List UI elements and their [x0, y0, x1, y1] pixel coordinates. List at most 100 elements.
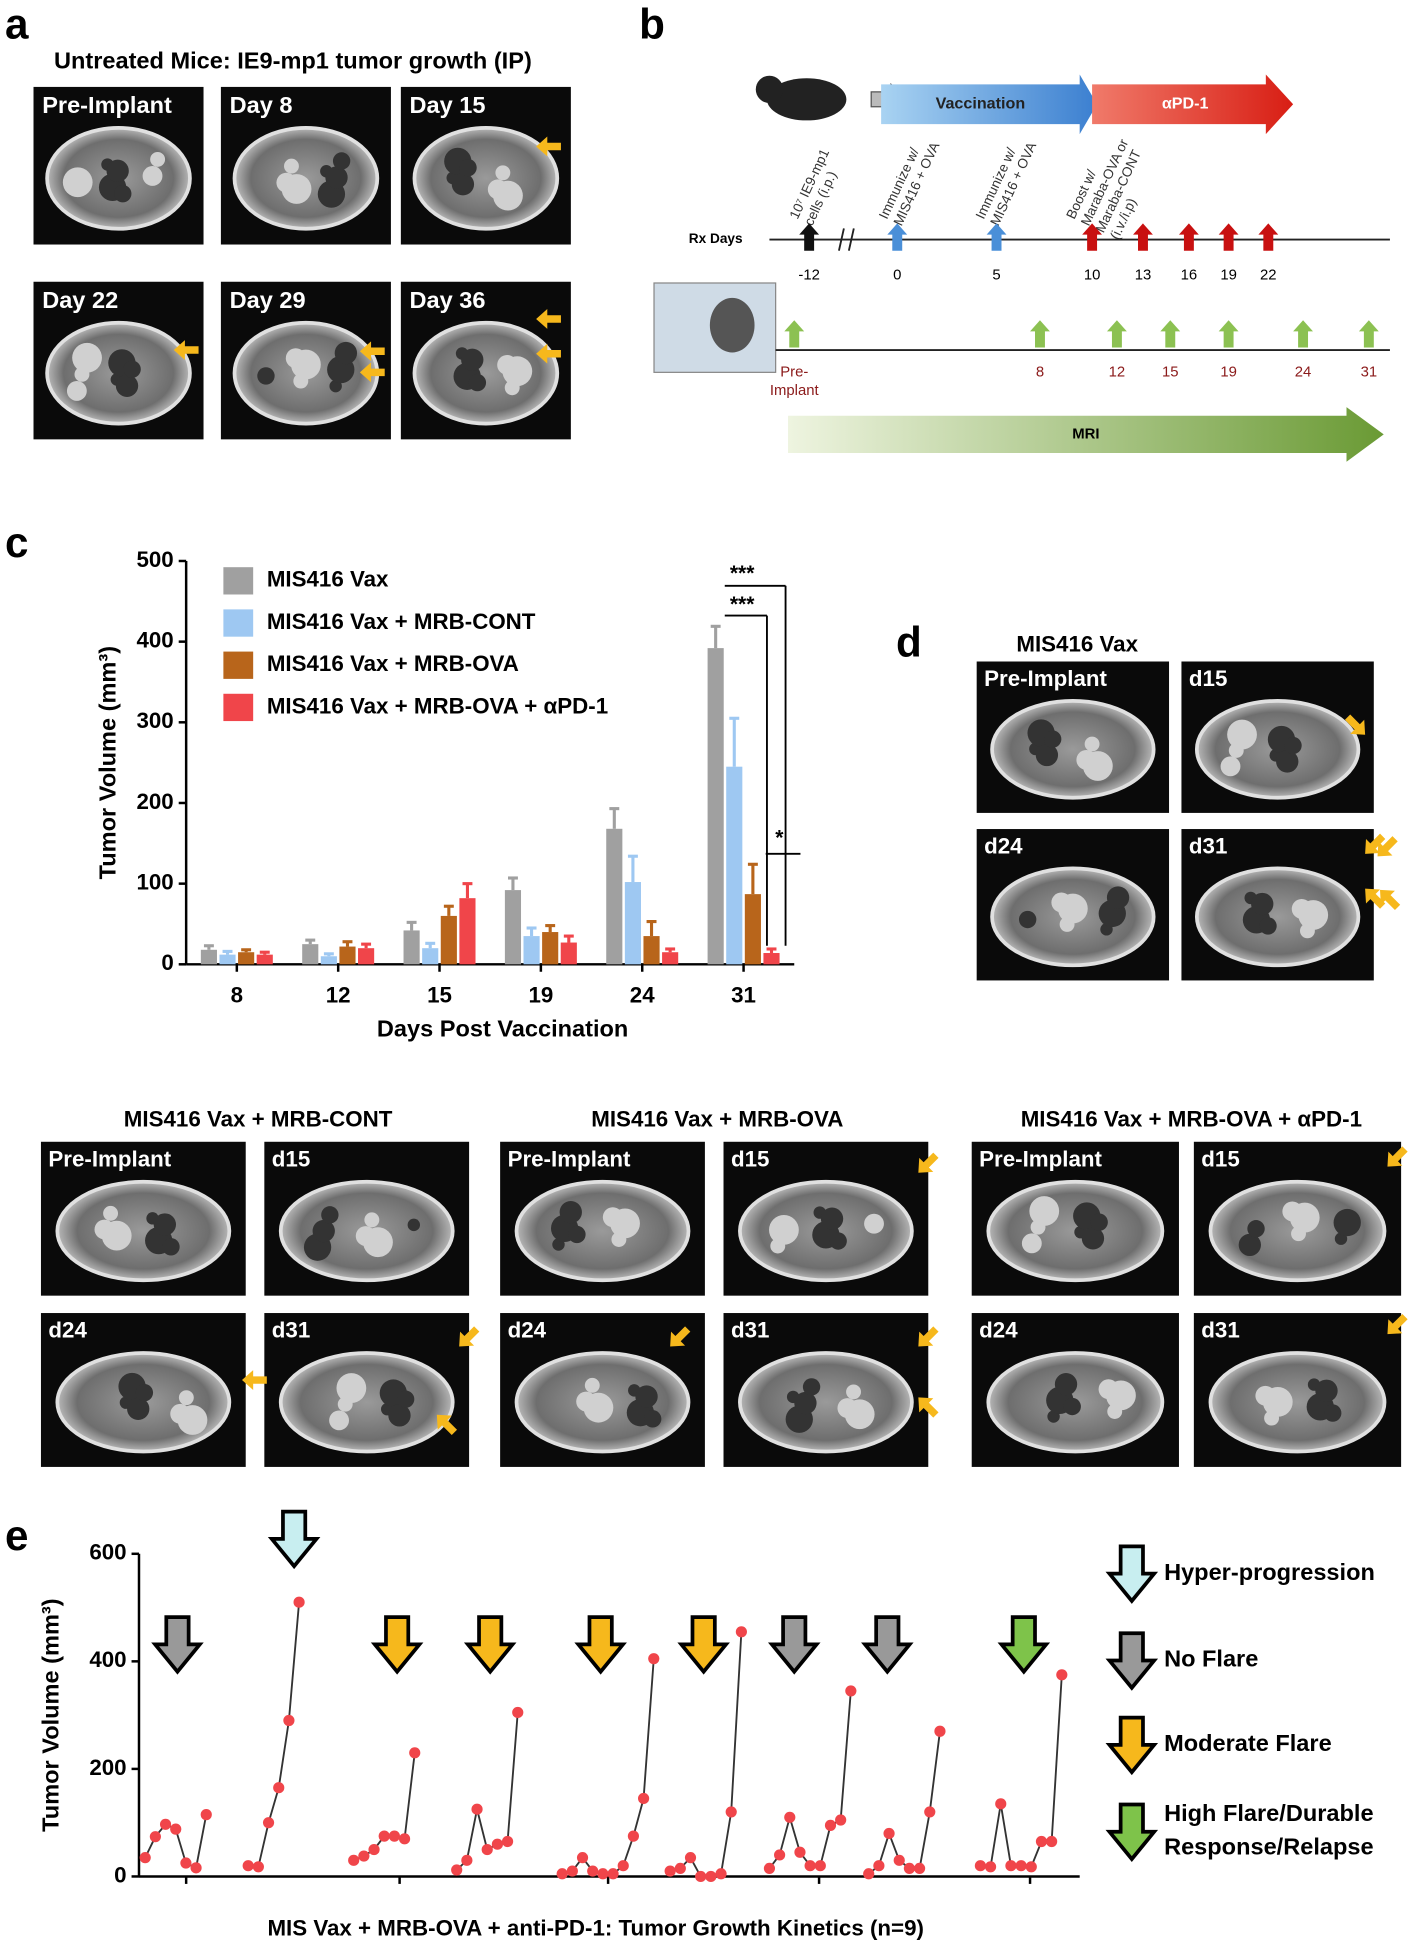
panel-title: MIS416 Vax	[1016, 631, 1138, 656]
data-point	[388, 1830, 400, 1842]
mri-organ	[610, 1208, 640, 1239]
data-point	[814, 1860, 826, 1872]
mri-body	[1194, 866, 1361, 968]
tumor-arrow	[359, 341, 385, 362]
data-point	[863, 1868, 875, 1880]
bar	[504, 890, 522, 965]
tumor-arrow	[436, 1414, 458, 1435]
data-point	[705, 1870, 717, 1883]
data-point	[262, 1817, 275, 1829]
rx-day: 16	[1181, 267, 1198, 283]
tumor-arrow	[1365, 833, 1386, 854]
panel-title: MIS416 Vax + MRB-OVA	[591, 1107, 843, 1132]
mri-organ	[407, 1218, 421, 1232]
mri-organ	[177, 1405, 208, 1435]
mri-organ	[281, 174, 312, 204]
image-label: Day 8	[230, 92, 293, 118]
treatment-label: Boost w/Maraba-OVA orMaraba-CONT(i.v./i.…	[1063, 136, 1144, 241]
rx-arrow	[1258, 223, 1279, 251]
data-point	[1035, 1835, 1048, 1848]
data-point	[674, 1862, 686, 1874]
mri-image	[33, 86, 204, 245]
mri-organ	[820, 1207, 844, 1230]
rx-day: -12	[798, 267, 820, 283]
mri-organ	[1043, 730, 1062, 748]
mri-arrow	[1106, 320, 1127, 348]
significance: ***	[730, 593, 755, 616]
data-point	[409, 1747, 421, 1759]
mri-arrow	[784, 320, 805, 348]
mri-organ	[364, 1212, 380, 1228]
mri-organ	[1262, 1387, 1293, 1417]
mri-image	[33, 281, 204, 440]
rx-arrow	[1218, 223, 1239, 251]
data-point	[794, 1846, 806, 1858]
response-arrow	[151, 1615, 204, 1675]
mri-organ	[336, 1373, 367, 1403]
mri-organ	[461, 348, 484, 371]
tumor-arrow	[1377, 836, 1398, 857]
y-tick-label: 600	[89, 1540, 126, 1565]
mri-organ	[1090, 1213, 1108, 1231]
y-tick-label: 300	[136, 708, 173, 733]
response-arrow	[677, 1615, 730, 1675]
mri-organ	[1276, 750, 1299, 773]
mri-arrow	[1293, 320, 1313, 348]
mri-organ	[1247, 1220, 1265, 1238]
mri-organ	[1284, 736, 1302, 755]
treatment-label: Immunize w/MIS416 + OVA	[876, 139, 943, 228]
bar	[523, 936, 540, 965]
rx-arrow	[887, 223, 908, 251]
image-label: d15	[1189, 666, 1227, 691]
mri-organ	[769, 1214, 799, 1245]
mri-organ	[321, 1206, 339, 1224]
response-arrow	[574, 1615, 627, 1675]
data-point	[784, 1811, 796, 1823]
mri-organ	[329, 1410, 350, 1431]
mri-image	[1193, 1141, 1402, 1296]
mri-organ	[1227, 719, 1257, 750]
tumor-arrow	[459, 1326, 480, 1347]
tumor-arrow	[536, 136, 561, 157]
phase-arrow	[881, 74, 1098, 135]
mri-body	[278, 1351, 455, 1454]
mri-organ	[1084, 736, 1100, 752]
image-label: d31	[272, 1318, 310, 1343]
y-tick-label: 200	[89, 1755, 126, 1780]
rx-day: 19	[1220, 267, 1237, 283]
bar	[440, 915, 457, 965]
panel-title: MIS416 Vax + MRB-OVA + αPD-1	[1021, 1107, 1362, 1132]
mri-organ	[1054, 1373, 1078, 1396]
mri-organ	[1315, 1379, 1338, 1402]
legend-swatch	[223, 609, 254, 637]
legend-label: Response/Relapse	[1164, 1834, 1374, 1860]
data-point	[835, 1814, 847, 1826]
image-label: d24	[48, 1318, 87, 1343]
tumor-arrow	[918, 1397, 939, 1418]
image-label: d24	[984, 834, 1023, 859]
x-tick-label: 12	[326, 982, 351, 1007]
mri-organ	[153, 1213, 177, 1236]
mri-image	[976, 661, 1170, 813]
phase-label: αPD-1	[1162, 95, 1209, 113]
mri-body	[412, 320, 560, 426]
data-point	[1056, 1669, 1068, 1681]
tumor-arrow	[241, 1370, 267, 1390]
mri-organ	[257, 367, 275, 385]
tumor-arrow	[1344, 714, 1366, 735]
mri-organ	[643, 1410, 662, 1428]
mri-organ	[1238, 1233, 1261, 1257]
growth-line	[868, 1731, 941, 1875]
mri-body	[412, 126, 560, 231]
data-point	[242, 1860, 254, 1872]
x-tick-label: 8	[231, 982, 243, 1007]
data-point	[725, 1806, 737, 1818]
mri-organ	[1298, 900, 1329, 930]
mri-day: 19	[1220, 364, 1237, 380]
bar	[643, 936, 660, 965]
mri-image	[264, 1141, 470, 1296]
response-arrow	[370, 1615, 424, 1675]
response-arrow	[767, 1615, 821, 1675]
rx-arrow	[799, 223, 820, 251]
